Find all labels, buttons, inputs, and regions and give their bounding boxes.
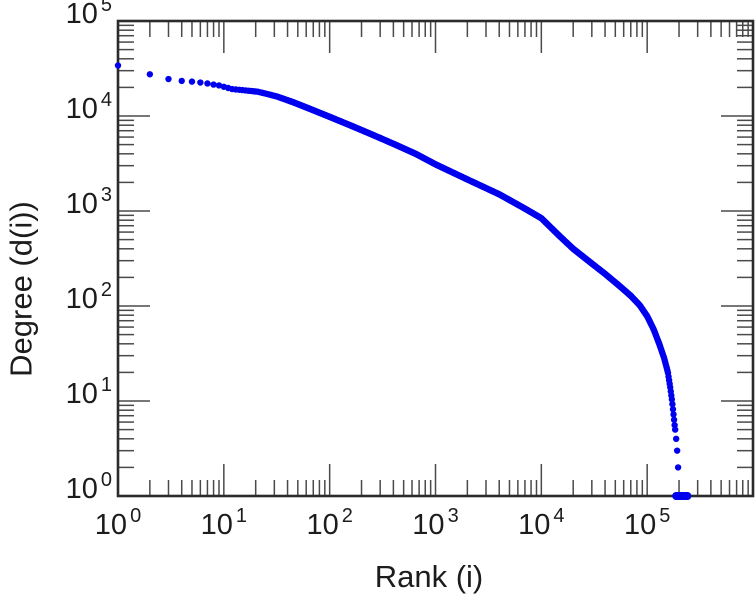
y-tick-label-10e3: 10 3 — [0, 185, 112, 220]
y-tick-label-10e0: 10 0 — [0, 470, 112, 505]
tick-exponent: 3 — [100, 184, 112, 206]
tick-base: 10 — [412, 509, 445, 541]
tick-exponent: 2 — [100, 279, 112, 301]
y-tick-label-10e5: 10 5 — [0, 0, 112, 29]
tick-exponent: 4 — [553, 505, 565, 527]
tick-base: 10 — [623, 509, 657, 541]
tick-base: 10 — [65, 283, 98, 315]
tick-base: 10 — [65, 0, 98, 30]
tick-base: 10 — [94, 509, 128, 541]
tick-base: 10 — [65, 93, 98, 125]
tick-exponent: 0 — [100, 469, 112, 491]
y-tick-label-10e1: 10 1 — [0, 375, 112, 410]
tick-exponent: 4 — [100, 89, 112, 111]
tick-exponent: 5 — [659, 505, 671, 527]
tick-base: 10 — [65, 378, 98, 410]
tick-exponent: 2 — [341, 505, 353, 527]
x-tick-label-10e2: 10 2 — [285, 506, 375, 541]
tick-base: 10 — [306, 509, 339, 541]
tick-exponent: 3 — [447, 505, 459, 527]
x-tick-label-10e4: 10 4 — [496, 506, 586, 541]
x-tick-label-10e0: 10 0 — [73, 506, 163, 541]
y-tick-label-10e4: 10 4 — [0, 90, 112, 125]
tick-exponent: 5 — [100, 0, 112, 16]
tick-base: 10 — [65, 188, 98, 220]
tick-exponent: 1 — [235, 505, 248, 527]
x-tick-label-10e1: 10 1 — [179, 506, 269, 541]
tick-base: 10 — [65, 473, 98, 505]
tick-exponent: 0 — [130, 505, 142, 527]
plot-border — [116, 19, 755, 498]
x-tick-label-10e3: 10 3 — [391, 506, 481, 541]
y-axis-title: Degree (d(i)) — [3, 201, 39, 377]
x-tick-label-10e5: 10 5 — [602, 506, 692, 541]
tick-base: 10 — [200, 509, 233, 541]
tick-exponent: 1 — [100, 374, 112, 396]
tick-base: 10 — [518, 509, 551, 541]
x-axis-title: Rank (i) — [374, 559, 484, 594]
data-series-points — [114, 62, 692, 500]
y-tick-label-10e2: 10 2 — [0, 280, 112, 315]
axis-ticks — [118, 21, 753, 496]
